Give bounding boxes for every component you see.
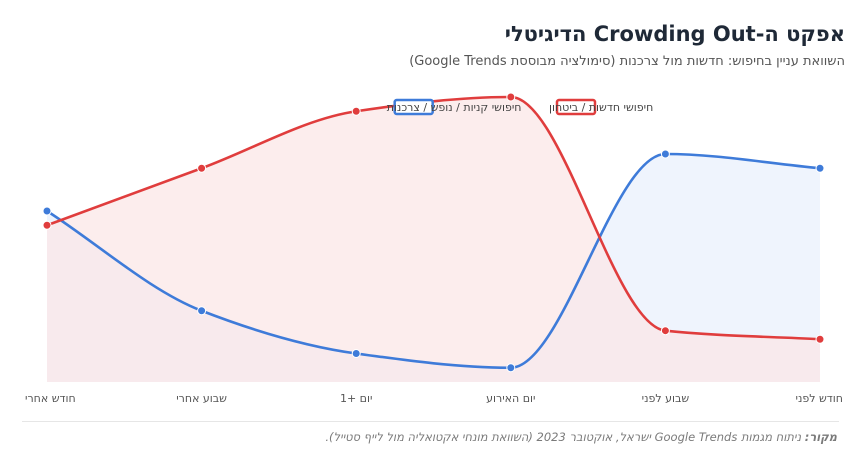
series-areas — [47, 97, 820, 382]
legend-item-1[interactable]: חיפושי חדשות / ביטחון — [549, 98, 653, 116]
series-lines — [46, 95, 821, 370]
x-tick-label: חודש לפני — [796, 392, 843, 405]
series-1-point-1[interactable] — [815, 334, 825, 344]
series-1-point-5[interactable] — [197, 163, 207, 173]
series-2-point-2[interactable] — [660, 149, 670, 159]
series-2-point-1[interactable] — [815, 163, 825, 173]
series-1-line — [46, 95, 821, 341]
series-2-point-3[interactable] — [506, 363, 516, 373]
x-tick-label: יום +1 — [340, 392, 372, 405]
x-axis-ticks: חודש לפני שבוע לפני יום האירוע יום +1 שבוע א… — [25, 392, 843, 405]
series-points — [42, 92, 825, 373]
chart-subtitle: השוואת עניין בחיפוש: חדשות מול צרכנות (ס… — [409, 54, 845, 69]
series-1-point-3[interactable] — [506, 92, 516, 102]
source-note: מקור: ניתוח מגמות Google Trends ישראל, א… — [325, 430, 837, 444]
legend-label: חיפושי קניות / נופש / צרכנות — [387, 101, 522, 114]
legend-label: חיפושי חדשות / ביטחון — [549, 101, 653, 114]
series-1-point-6[interactable] — [42, 220, 52, 230]
series-1-point-4[interactable] — [351, 106, 361, 116]
chart-legend[interactable]: חיפושי חדשות / ביטחון חיפושי קניות / נופש… — [387, 98, 654, 116]
x-tick-label: שבוע לפני — [642, 392, 690, 405]
legend-swatch — [393, 98, 434, 116]
source-text: ניתוח מגמות Google Trends ישראל, אוקטובר… — [325, 430, 802, 444]
trends-area-chart: חודש לפני שבוע לפני יום האירוע יום +1 שבוע א… — [25, 92, 843, 405]
series-1-area — [47, 97, 820, 382]
x-tick-label: יום האירוע — [486, 392, 535, 405]
series-2-line — [46, 152, 821, 370]
series-2-point-4[interactable] — [351, 349, 361, 358]
footer-divider — [22, 421, 839, 422]
x-tick-label: שבוע אחרי — [176, 392, 227, 405]
x-tick-label: חודש אחרי — [25, 392, 76, 405]
chart-title: אפקט ה-Crowding Out הדיגיטלי — [504, 22, 845, 46]
series-2-point-5[interactable] — [197, 306, 207, 316]
series-2-point-6[interactable] — [42, 206, 52, 216]
legend-swatch — [555, 98, 597, 116]
series-1-point-2[interactable] — [660, 326, 670, 336]
source-label: מקור: — [804, 430, 837, 444]
legend-item-2[interactable]: חיפושי קניות / נופש / צרכנות — [387, 98, 522, 116]
